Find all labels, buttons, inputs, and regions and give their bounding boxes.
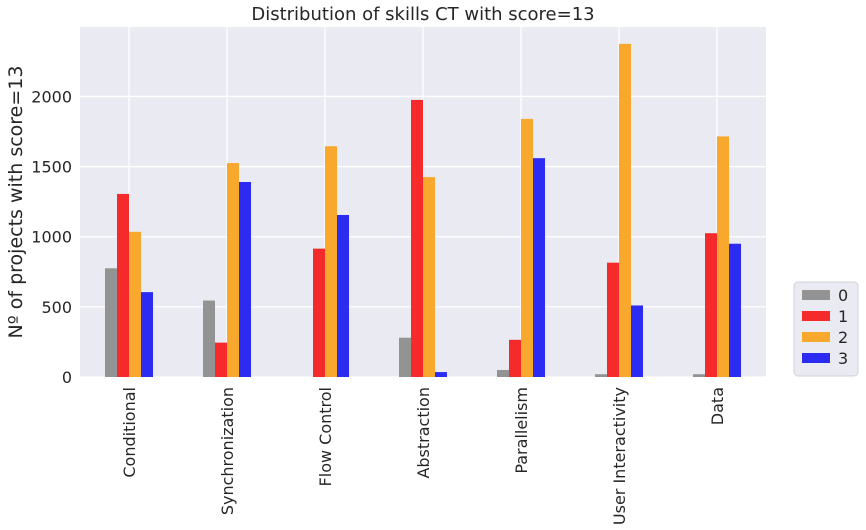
- bar-series-3-data: [729, 243, 741, 377]
- chart-title: Distribution of skills CT with score=13: [251, 4, 594, 25]
- bar-series-1-abstraction: [411, 99, 423, 377]
- legend-swatch: [802, 311, 830, 321]
- bar-series-0-data: [693, 374, 705, 377]
- bar-series-2-data: [717, 136, 729, 377]
- legend-label: 3: [838, 349, 848, 368]
- x-tick-label: Flow Control: [316, 387, 335, 486]
- legend-swatch: [802, 332, 830, 342]
- bar-series-3-user-interactivity: [631, 305, 643, 377]
- bar-series-3-parallelism: [533, 158, 545, 377]
- bar-series-0-synchronization: [203, 300, 215, 377]
- y-tick-label: 1000: [31, 228, 72, 247]
- bars: [105, 43, 741, 378]
- bar-series-1-data: [705, 233, 717, 377]
- bar-series-1-conditional: [117, 193, 129, 377]
- legend-label: 2: [838, 328, 848, 347]
- x-tick-label: User Interactivity: [610, 387, 629, 525]
- bar-series-3-flow-control: [337, 214, 349, 377]
- bar-series-2-user-interactivity: [619, 43, 631, 377]
- legend-label: 0: [838, 286, 848, 305]
- bar-series-1-user-interactivity: [607, 262, 619, 377]
- bar-series-2-conditional: [129, 231, 141, 377]
- legend-box: [793, 281, 859, 377]
- y-axis-label: Nº of projects with score=13: [5, 66, 27, 339]
- bar-series-0-user-interactivity: [595, 374, 607, 377]
- bar-series-0-parallelism: [497, 369, 509, 377]
- legend: 0 1 2 3: [793, 281, 859, 377]
- bar-series-0-abstraction: [399, 337, 411, 377]
- x-tick-label: Data: [708, 387, 727, 425]
- bar-series-1-synchronization: [215, 342, 227, 377]
- bar-series-2-flow-control: [325, 146, 337, 377]
- bar-series-1-flow-control: [313, 248, 325, 377]
- x-tick-label: Abstraction: [414, 387, 433, 479]
- x-tick-label: Conditional: [120, 387, 139, 478]
- y-tick-label: 1500: [31, 158, 72, 177]
- bar-series-3-synchronization: [239, 182, 251, 377]
- bar-series-3-conditional: [141, 292, 153, 377]
- bar-series-3-abstraction: [435, 372, 447, 377]
- y-tick-label: 0: [62, 368, 72, 387]
- y-tick-label: 2000: [31, 87, 72, 106]
- x-tick-labels: Conditional Synchronization Flow Control Ab…: [120, 387, 727, 525]
- bar-series-2-synchronization: [227, 163, 239, 377]
- bar-series-2-parallelism: [521, 118, 533, 378]
- bar-series-0-conditional: [105, 268, 117, 377]
- legend-swatch: [802, 353, 830, 363]
- bar-series-2-abstraction: [423, 177, 435, 377]
- y-tick-label: 500: [41, 298, 72, 317]
- x-tick-label: Parallelism: [512, 387, 531, 474]
- y-tick-labels: 0 500 1000 1500 2000: [31, 87, 72, 387]
- legend-label: 1: [838, 307, 848, 326]
- x-tick-label: Synchronization: [218, 387, 237, 515]
- legend-swatch: [802, 290, 830, 300]
- bar-series-1-parallelism: [509, 339, 521, 377]
